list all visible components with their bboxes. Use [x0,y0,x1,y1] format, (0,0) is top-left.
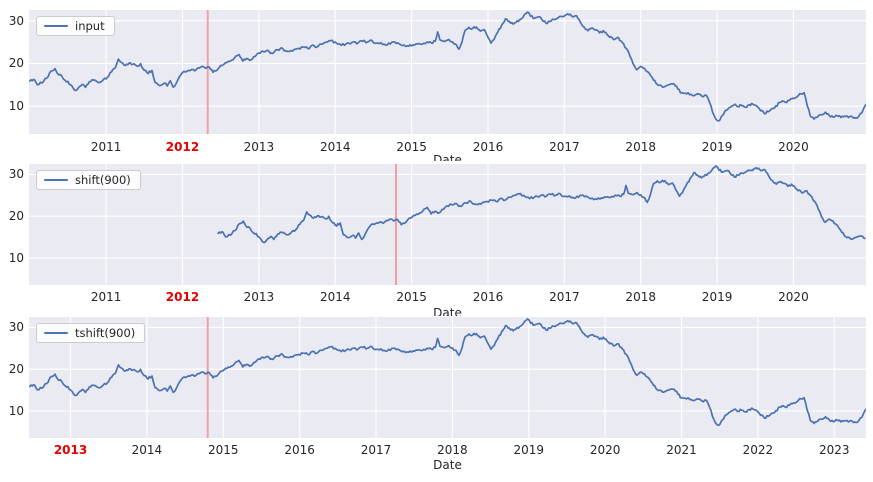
legend-label: tshift(900) [75,326,136,340]
x-tick-label-red: 2012 [165,140,200,154]
x-tick-label: 2017 [360,443,392,457]
y-tick-label: 30 [8,13,24,28]
x-tick-label: 2017 [549,140,580,154]
legend-line-icon [44,178,68,182]
legend-label: input [75,19,105,33]
x-tick-label: 2015 [396,140,427,154]
x-tick-label: 2015 [208,443,239,457]
x-tick-label: 2019 [513,443,545,457]
chart-svg-shift [29,164,866,285]
y-tick-label: 30 [8,167,24,182]
x-tick-label: 2017 [549,290,580,304]
y-tick-label: 10 [8,403,24,418]
legend-input: input [36,16,115,36]
x-tick-label: 2018 [625,140,656,154]
x-axis-label: Date [433,458,462,472]
plot-area-input: input [29,10,866,134]
x-tick-label: 2016 [284,443,315,457]
x-tick-label: 2016 [472,290,504,304]
x-tick-label-red: 2013 [53,443,88,457]
x-tick-label: 2014 [319,290,351,304]
y-tick-label: 20 [8,56,24,71]
x-tick-label: 2019 [701,140,733,154]
legend-shift: shift(900) [36,170,141,190]
legend-label: shift(900) [75,173,131,187]
chart-svg-input [29,10,866,134]
x-tick-label: 2016 [472,140,504,154]
legend-tshift: tshift(900) [36,323,146,343]
x-tick-label: 2011 [90,140,122,154]
x-axis-label-clipped: Date [433,306,462,316]
x-tick-label: 2014 [131,443,163,457]
x-tick-label: 2013 [243,290,275,304]
y-tick-label: 20 [8,209,24,224]
y-tick-label: 30 [8,320,24,335]
x-tick-label-red: 2012 [165,290,200,304]
x-tick-label: 2018 [437,443,468,457]
x-tick-label: 2020 [589,443,621,457]
x-tick-label: 2018 [625,290,656,304]
plot-area-tshift: tshift(900) [29,317,866,438]
x-tick-label: 2015 [396,290,427,304]
x-tick-label: 2013 [243,140,275,154]
x-tick-label: 2020 [778,290,809,304]
y-tick-label: 10 [8,250,24,265]
x-tick-label: 2023 [818,443,850,457]
chart-svg-tshift [29,317,866,438]
x-tick-label: 2014 [319,140,351,154]
x-tick-label: 2020 [778,140,809,154]
plot-area-shift: shift(900) [29,164,866,285]
legend-line-icon [44,331,68,335]
legend-line-icon [44,24,68,28]
x-tick-label: 2011 [90,290,122,304]
x-tick-label: 2019 [701,290,733,304]
x-tick-label: 2022 [742,443,774,457]
y-tick-label: 10 [8,99,24,114]
x-axis-label-clipped: Date [433,153,462,161]
y-tick-label: 20 [8,362,24,377]
x-tick-label: 2021 [666,443,697,457]
